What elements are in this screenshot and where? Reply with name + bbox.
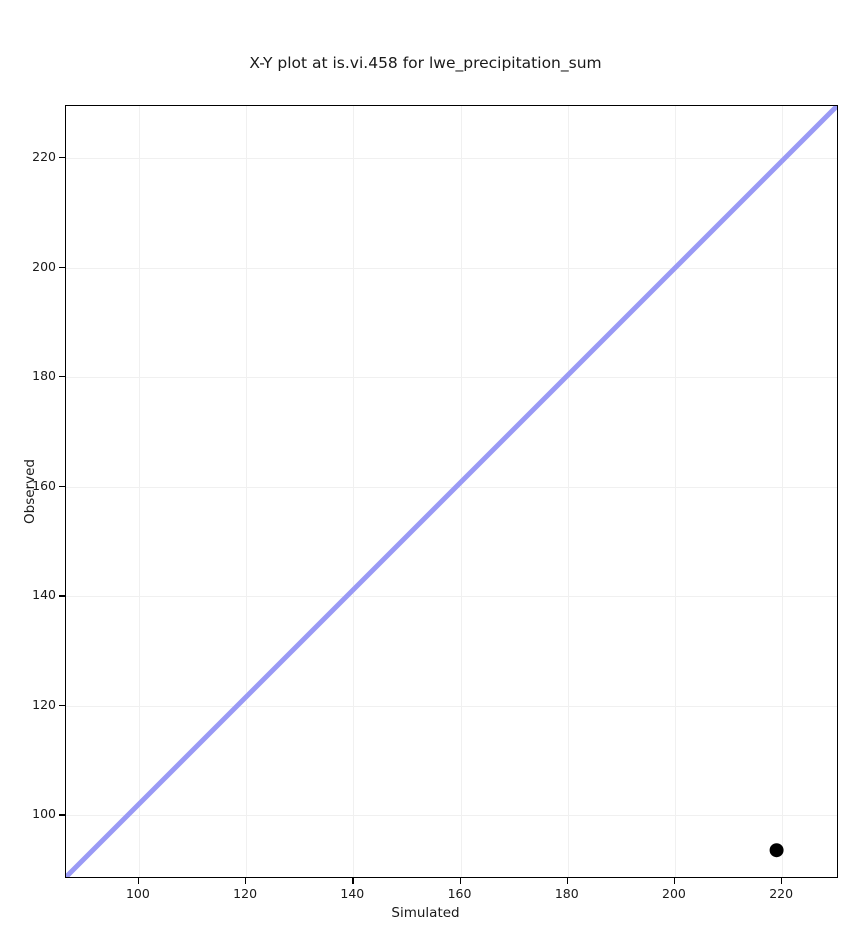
- x-tick-mark-100: [137, 878, 140, 884]
- y-tick-mark-100: [59, 814, 65, 816]
- gridline-vertical-180: [567, 106, 569, 877]
- y-axis-label: Observed: [22, 459, 38, 524]
- gridline-vertical-200: [674, 106, 676, 877]
- gridline-horizontal-200: [66, 267, 837, 269]
- gridline-horizontal-160: [66, 486, 837, 488]
- chart-title-line-1: X-Y plot at is.vi.458 for lwe_precipitat…: [249, 54, 602, 72]
- y-tick-mark-200: [59, 266, 65, 268]
- gridline-horizontal-180: [66, 377, 837, 379]
- y-tick-mark-160: [59, 485, 65, 488]
- gridline-horizontal-120: [66, 705, 837, 707]
- gridline-vertical-220: [782, 106, 784, 877]
- gridline-vertical-160: [460, 106, 462, 877]
- y-tick-label-100: 100: [32, 806, 56, 822]
- gridline-horizontal-140: [66, 596, 837, 598]
- x-tick-mark-180: [566, 878, 569, 884]
- y-tick-mark-140: [59, 595, 65, 597]
- x-tick-mark-120: [245, 878, 247, 884]
- y-tick-label-220: 220: [32, 149, 56, 165]
- x-tick-mark-160: [459, 878, 461, 884]
- y-tick-mark-120: [59, 704, 65, 707]
- gridline-horizontal-220: [66, 158, 837, 160]
- gridline-horizontal-100: [66, 815, 837, 817]
- plot-area: [65, 105, 838, 878]
- x-tick-label-200: 200: [662, 886, 686, 901]
- y-tick-mark-180: [59, 376, 65, 378]
- x-tick-label-100: 100: [125, 886, 150, 901]
- x-tick-mark-140: [352, 878, 354, 884]
- x-axis-label: Simulated: [391, 905, 460, 921]
- gridline-vertical-140: [353, 106, 355, 877]
- reference-line: [66, 106, 837, 877]
- y-tick-mark-220: [59, 157, 65, 159]
- x-tick-label-140: 140: [340, 886, 365, 901]
- gridline-vertical-100: [138, 106, 140, 877]
- series-layer: [66, 106, 837, 877]
- y-tick-label-120: 120: [32, 696, 56, 712]
- x-tick-label-180: 180: [554, 886, 579, 901]
- y-tick-label-180: 180: [32, 368, 56, 384]
- y-tick-label-200: 200: [32, 258, 56, 274]
- x-tick-label-120: 120: [233, 886, 258, 901]
- x-tick-label-220: 220: [769, 886, 794, 901]
- x-tick-label-160: 160: [447, 886, 472, 901]
- y-tick-label-140: 140: [32, 587, 56, 603]
- gridline-vertical-120: [246, 106, 248, 877]
- x-tick-mark-200: [673, 878, 676, 884]
- y-tick-label-160: 160: [32, 477, 56, 493]
- x-tick-mark-220: [781, 878, 783, 884]
- data-point: [769, 843, 784, 858]
